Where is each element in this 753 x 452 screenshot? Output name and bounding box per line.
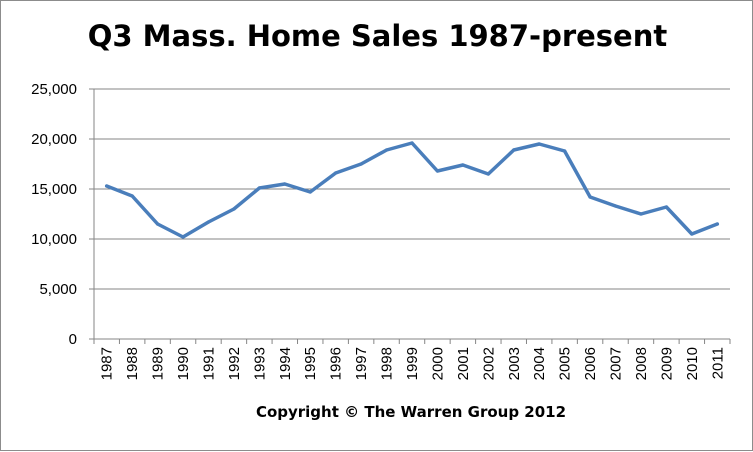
y-tick-label: 25,000 [31, 81, 77, 98]
x-tick-label: 2006 [582, 347, 599, 380]
data-point [283, 182, 287, 186]
data-point [537, 142, 541, 146]
data-point [206, 220, 211, 224]
x-tick-label: 1991 [200, 347, 217, 380]
data-point [588, 195, 592, 199]
x-tick-label: 1993 [251, 347, 268, 380]
data-point [486, 172, 490, 176]
x-tick-label: 1988 [124, 347, 141, 380]
data-point [639, 212, 643, 216]
data-point [512, 148, 516, 152]
data-point [384, 148, 389, 152]
y-axis-ticks: 0 5,000 10,000 15,000 20,000 25,000 [31, 81, 77, 348]
x-tick-label: 1996 [328, 347, 345, 380]
x-axis-ticks: 1987 1988 1989 1990 1991 1992 1993 1994 1995 1996… [99, 347, 727, 380]
x-tick-label: 1995 [302, 347, 319, 380]
data-point [156, 222, 160, 226]
x-tick-label: 2000 [429, 347, 446, 380]
x-tick-label: 1997 [353, 347, 370, 380]
x-tick-label: 2011 [709, 347, 726, 379]
series-line [104, 141, 720, 239]
data-point [690, 232, 694, 236]
x-tick-label: 2005 [557, 347, 574, 380]
data-point [257, 186, 261, 190]
y-tick-label: 20,000 [31, 131, 77, 148]
data-point [563, 149, 567, 153]
axes [89, 88, 731, 344]
x-tick-label: 2007 [608, 347, 625, 380]
x-tick-label: 1999 [404, 347, 421, 380]
data-point [715, 222, 719, 226]
x-tick-label: 2008 [633, 347, 650, 380]
x-tick-label: 2002 [480, 347, 497, 380]
data-point [435, 169, 440, 173]
x-tick-label: 2004 [531, 347, 548, 380]
x-tick-label: 1992 [226, 347, 243, 380]
x-tick-label: 2001 [455, 347, 472, 380]
data-point [664, 205, 669, 209]
y-tick-label: 10,000 [31, 231, 77, 248]
series [104, 141, 720, 239]
x-tick-label: 1994 [277, 347, 294, 380]
chart-title: Q3 Mass. Home Sales 1987-present [87, 19, 668, 53]
data-point [334, 171, 338, 175]
data-point [308, 190, 312, 194]
data-point [232, 207, 236, 211]
x-tick-label: 2010 [684, 347, 701, 380]
y-tick-label: 0 [69, 331, 77, 348]
x-tick-label: 1987 [99, 347, 116, 380]
data-point [410, 141, 414, 145]
data-point [105, 184, 109, 188]
x-tick-label: 1989 [150, 347, 167, 380]
data-point [613, 204, 618, 208]
data-point [130, 194, 134, 198]
y-tick-label: 15,000 [31, 181, 77, 198]
data-point [181, 235, 185, 239]
x-tick-label: 2009 [658, 347, 675, 380]
data-point [359, 162, 363, 166]
y-tick-label: 5,000 [39, 281, 77, 298]
data-point [461, 163, 465, 167]
x-tick-label: 2003 [506, 347, 523, 380]
copyright-footer: Copyright © The Warren Group 2012 [255, 403, 567, 421]
x-tick-label: 1998 [379, 347, 396, 380]
x-tick-label: 1990 [175, 347, 192, 380]
gridlines [94, 88, 730, 290]
